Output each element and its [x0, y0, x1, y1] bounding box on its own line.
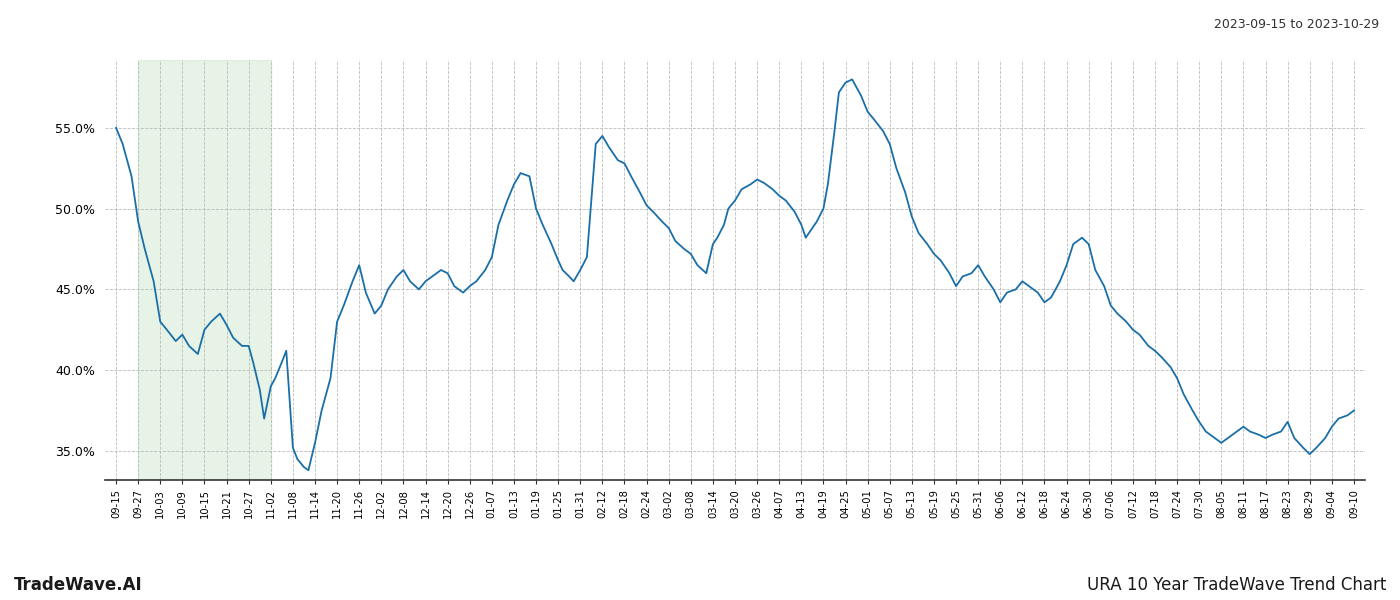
Bar: [139, 60, 270, 480]
Text: 2023-09-15 to 2023-10-29: 2023-09-15 to 2023-10-29: [1214, 18, 1379, 31]
Text: URA 10 Year TradeWave Trend Chart: URA 10 Year TradeWave Trend Chart: [1086, 576, 1386, 594]
Text: TradeWave.AI: TradeWave.AI: [14, 576, 143, 594]
